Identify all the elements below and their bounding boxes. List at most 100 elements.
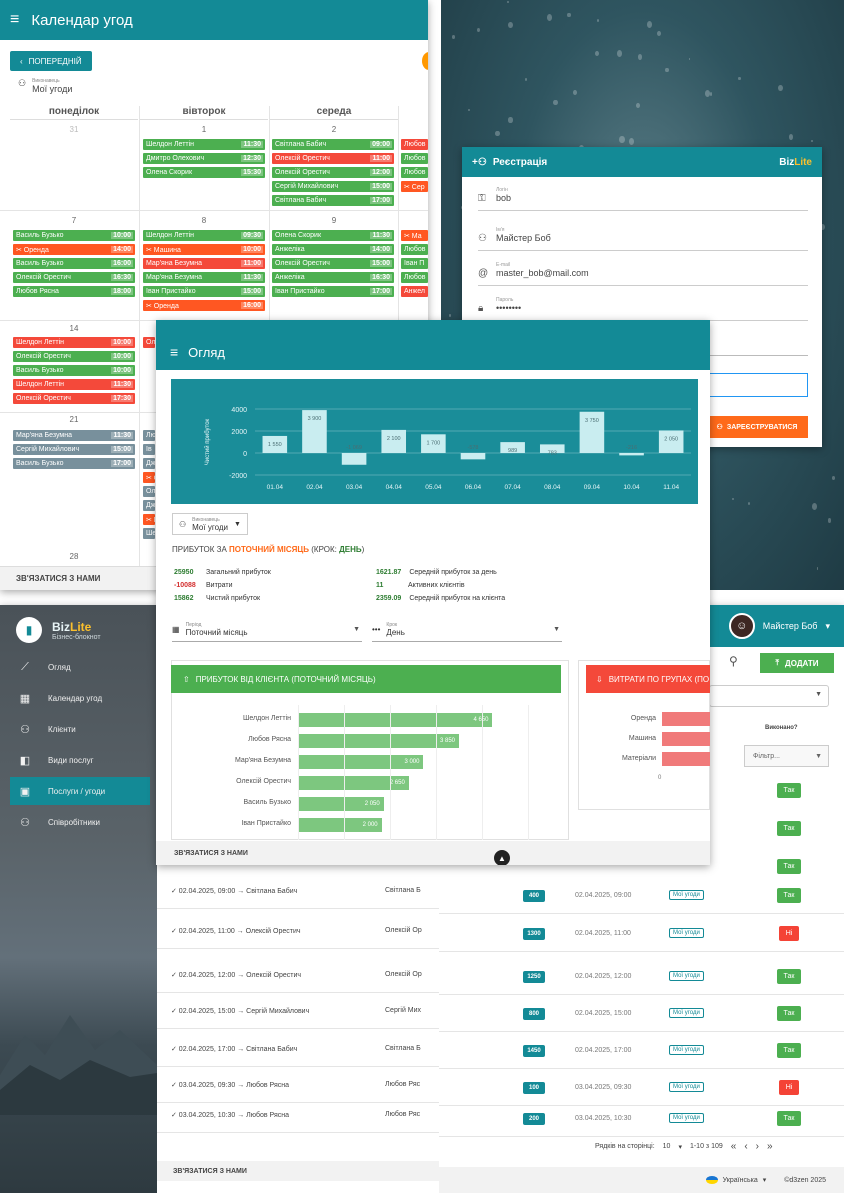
step-select[interactable]: ••• Крок День ▼	[372, 618, 562, 642]
calendar-event[interactable]: Ол	[143, 337, 155, 348]
caret-down-icon[interactable]: ▾	[678, 1143, 682, 1151]
avatar[interactable]: ☺	[728, 613, 755, 639]
next-button-partial[interactable]	[422, 52, 428, 70]
calendar-event[interactable]: Шелдон Леттін 11:30	[143, 139, 265, 150]
calendar-event[interactable]: Василь Бузько 16:00	[13, 258, 135, 269]
table-row[interactable]	[439, 920, 844, 952]
table-row[interactable]	[439, 1105, 844, 1137]
table-row[interactable]	[439, 882, 844, 914]
first-page-icon[interactable]: «	[730, 1141, 737, 1152]
list-item[interactable]: ✓ 02.04.2025, 15:00 → Сергій Михайлович С…	[157, 993, 439, 1029]
calendar-event[interactable]: Любов Рясна 18:00	[13, 286, 135, 297]
calendar-event[interactable]: Світлана Бабич 09:00	[272, 139, 394, 150]
executor-select[interactable]: ▼	[709, 685, 829, 707]
calendar-event[interactable]: Василь Бузько 10:00	[13, 230, 135, 241]
calendar-event[interactable]: Василь Бузько 10:00	[13, 365, 135, 376]
calendar-event[interactable]: ✂ Ма	[401, 230, 428, 241]
table-row[interactable]	[439, 963, 844, 995]
sidebar-item-staff[interactable]: ⚇ Співробітники	[10, 808, 150, 836]
calendar-event[interactable]: Ол	[143, 486, 155, 497]
add-button[interactable]: ⤒ ДОДАТИ	[760, 653, 834, 673]
calendar-event[interactable]: Анжел	[401, 286, 428, 297]
calendar-event[interactable]: Сергій Михайлович 15:00	[272, 181, 394, 192]
calendar-event[interactable]: ✂ Оренда 16:00	[143, 300, 265, 311]
sidebar-item-deals[interactable]: ▣ Послуги / угоди	[10, 777, 150, 805]
calendar-event[interactable]: Мар'яна Безумна 11:30	[143, 272, 265, 283]
sidebar-item-calendar[interactable]: ▦ Календар угод	[19, 692, 103, 705]
menu-icon[interactable]: ≡	[170, 344, 179, 360]
executor-select[interactable]: ⚇ Виконавець Мої угоди ▼	[172, 513, 248, 535]
calendar-event[interactable]: Олена Скорик 11:30	[272, 230, 394, 241]
prev-page-icon[interactable]: ‹	[744, 1141, 748, 1152]
calendar-event[interactable]: Любов	[401, 272, 428, 283]
calendar-event[interactable]: Олексій Орестич 10:00	[13, 351, 135, 362]
calendar-event[interactable]: ✂ Ма	[143, 514, 155, 525]
list-item[interactable]: ✓ 02.04.2025, 12:00 → Олексій Орестич Оле…	[157, 957, 439, 993]
calendar-event[interactable]: Іван Пристайко 15:00	[143, 286, 265, 297]
list-item[interactable]: ✓ 02.04.2025, 11:00 → Олексій Орестич Оле…	[157, 913, 439, 949]
calendar-event[interactable]: Олексій Орестич 16:30	[13, 272, 135, 283]
calendar-event[interactable]: ✂ Оренда 14:00	[13, 244, 135, 255]
calendar-event[interactable]: Іван П	[401, 258, 428, 269]
calendar-event[interactable]: Дж	[143, 500, 155, 511]
calendar-event[interactable]: ✂ Машина 10:00	[143, 244, 265, 255]
calendar-event[interactable]: Олексій Орестич 15:00	[272, 258, 394, 269]
column-header-done[interactable]: Виконано?	[765, 725, 798, 731]
calendar-event[interactable]: Дмитро Олехович 12:30	[143, 153, 265, 164]
calendar-event[interactable]: Шелдон Леттін 09:30	[143, 230, 265, 241]
next-page-icon[interactable]: ›	[755, 1141, 759, 1152]
email-field[interactable]: @ E-mail master_bob@mail.com	[478, 262, 808, 286]
contact-footer[interactable]: ЗВ'ЯЗАТИСЯ З НАМИ	[156, 841, 710, 865]
calendar-event[interactable]: Любов	[401, 167, 428, 178]
calendar-event[interactable]: Анжеліка 16:30	[272, 272, 394, 283]
calendar-event[interactable]: Мар'яна Безумна 11:00	[143, 258, 265, 269]
rows-per-page-select[interactable]: 10	[662, 1143, 671, 1150]
list-item[interactable]: ✓ 03.04.2025, 09:30 → Любов Рясна Любов Р…	[157, 1067, 439, 1103]
register-button[interactable]: ⚇ ЗАРЕЄСТРУВАТИСЯ	[706, 416, 808, 438]
calendar-event[interactable]: Шелдон Леттін 11:30	[13, 379, 135, 390]
table-row[interactable]	[439, 1074, 844, 1106]
password-field[interactable]: 🔒︎ Пароль ••••••••	[478, 297, 808, 321]
sidebar-item-clients[interactable]: ⚇ Клієнти	[10, 715, 150, 743]
calendar-event[interactable]: Дж	[143, 458, 155, 469]
calendar-event[interactable]: Любов	[401, 139, 428, 150]
confirm-password-field[interactable]	[708, 373, 808, 397]
calendar-event[interactable]: Анжеліка 14:00	[272, 244, 394, 255]
calendar-event[interactable]: Лю	[143, 430, 155, 441]
sidebar-item-service-types[interactable]: ◧ Види послуг	[19, 754, 94, 767]
calendar-event[interactable]: Олексій Орестич 11:00	[272, 153, 394, 164]
calendar-event[interactable]: ✂ Сер	[401, 181, 428, 192]
language-select[interactable]: Українська ▾	[705, 1176, 766, 1184]
table-row[interactable]	[439, 1000, 844, 1032]
chevron-down-icon[interactable]: ▾	[825, 620, 830, 631]
list-item[interactable]: ✓ 03.04.2025, 10:30 → Любов Рясна Любов Р…	[157, 1097, 439, 1133]
last-page-icon[interactable]: »	[767, 1141, 773, 1152]
calendar-event[interactable]: ✂ Оре	[143, 472, 155, 483]
warning-fab-icon[interactable]: ▲	[494, 850, 510, 865]
previous-button[interactable]: ‹ ПОПЕРЕДНІЙ	[10, 51, 92, 71]
contact-footer[interactable]: ЗВ'ЯЗАТИСЯ З НАМИ	[157, 1161, 439, 1181]
calendar-event[interactable]: Олексій Орестич 17:30	[13, 393, 135, 404]
calendar-event[interactable]: Ів	[143, 444, 155, 455]
calendar-event[interactable]: Сергій Михайлович 15:00	[13, 444, 135, 455]
calendar-event[interactable]: Ше	[143, 528, 155, 539]
calendar-event[interactable]: Василь Бузько 17:00	[13, 458, 135, 469]
period-select[interactable]: ▦ Період Поточний місяць ▼	[172, 618, 362, 642]
table-row[interactable]	[439, 1037, 844, 1069]
executor-select[interactable]: ⚇ Виконавець Мої угоди	[18, 78, 73, 94]
sidebar-item-overview[interactable]: ⟋ Огляд	[10, 653, 150, 681]
user-name[interactable]: Майстер Боб	[762, 621, 818, 631]
name-field[interactable]: ⚇ Ім'я Майстер Боб	[478, 227, 808, 251]
search-icon[interactable]: ⚲	[729, 654, 738, 668]
calendar-event[interactable]: Іван Пристайко 17:00	[272, 286, 394, 297]
calendar-event[interactable]: Світлана Бабич 17:00	[272, 195, 394, 206]
done-filter[interactable]: Фільтр... ▼	[744, 745, 829, 767]
calendar-event[interactable]: Олексій Орестич 12:00	[272, 167, 394, 178]
list-item[interactable]: ✓ 02.04.2025, 09:00 → Світлана Бабич Світ…	[157, 873, 439, 909]
calendar-event[interactable]: Олена Скорик 15:30	[143, 167, 265, 178]
login-field[interactable]: ⚿ Логін bob	[478, 187, 808, 211]
calendar-event[interactable]: Шелдон Леттін 10:00	[13, 337, 135, 348]
list-item[interactable]: ✓ 02.04.2025, 17:00 → Світлана Бабич Світ…	[157, 1031, 439, 1067]
menu-icon[interactable]: ≡	[10, 11, 20, 28]
calendar-event[interactable]: Мар'яна Безумна 11:30	[13, 430, 135, 441]
